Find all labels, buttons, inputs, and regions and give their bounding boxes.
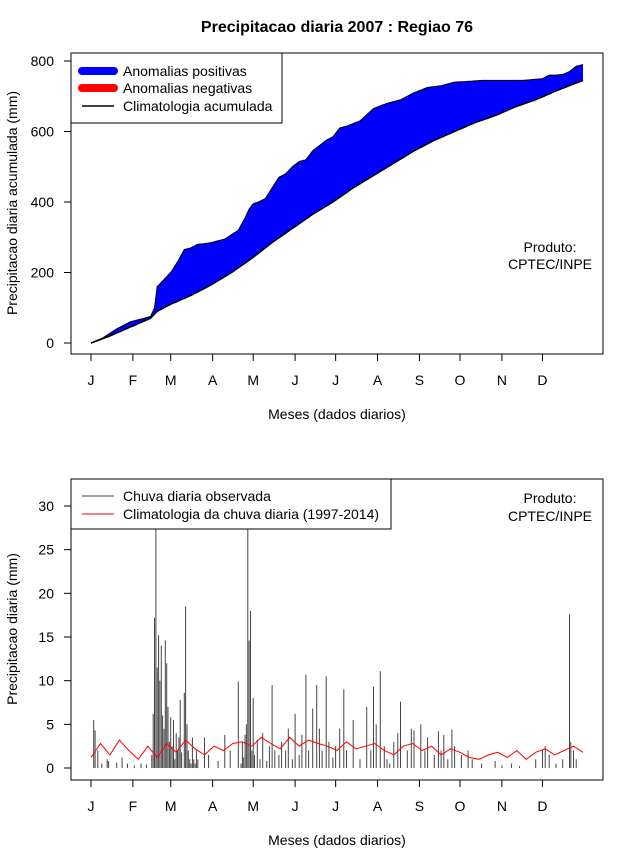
legend-label-climatology: Climatologia acumulada	[123, 98, 273, 114]
x-tick-label-top-7: A	[373, 372, 383, 388]
y-axis-label-top: Precipitacao diaria acumulada (mm)	[4, 91, 20, 315]
x-tick-label-top-5: J	[292, 372, 299, 388]
cumulative-lines	[90, 64, 584, 344]
x-tick-label-top-4: M	[247, 372, 259, 388]
y-tick-label-bottom-2: 10	[38, 673, 54, 689]
legend-label-climatology-daily: Climatologia da chuva diaria (1997-2014)	[123, 506, 379, 522]
x-tick-label-top-11: D	[537, 372, 547, 388]
climatology-cumulative-line	[90, 79, 584, 344]
x-tick-label-top-9: O	[455, 372, 466, 388]
daily-precipitation-chart: 0 5 10 15 20 25 30 J F M A M J J A S O N D Meses (dados d…	[4, 478, 604, 848]
annotation-line-1-top: Produto:	[524, 239, 577, 255]
x-tick-label-top-3: A	[208, 372, 218, 388]
observed-cumulative-line	[90, 64, 584, 344]
positive-anomaly-area-0	[91, 64, 583, 343]
x-axis-label-bottom: Meses (dados diarios)	[268, 832, 406, 848]
x-tick-label-bottom-3: A	[208, 798, 218, 814]
y-tick-label-top-4: 800	[31, 53, 55, 69]
x-tick-label-bottom-10: N	[497, 798, 507, 814]
x-tick-label-bottom-11: D	[537, 798, 547, 814]
annotation-line-1-bottom: Produto:	[524, 490, 577, 506]
y-tick-label-bottom-6: 30	[38, 498, 54, 514]
cumulative-precipitation-chart: 0 200 400 600 800 J F M A M J J A S O N D Meses (dados …	[4, 52, 604, 422]
x-tick-label-bottom-7: A	[373, 798, 383, 814]
x-tick-label-bottom-2: M	[165, 798, 177, 814]
annotation-line-2-top: CPTEC/INPE	[508, 256, 592, 272]
x-tick-label-top-6: J	[332, 372, 339, 388]
y-tick-label-top-0: 0	[46, 335, 54, 351]
x-tick-label-bottom-8: S	[415, 798, 424, 814]
anomaly-fills	[91, 64, 583, 343]
annotation-line-2-bottom: CPTEC/INPE	[508, 508, 592, 524]
y-tick-label-bottom-1: 5	[46, 716, 54, 732]
legend-top: Anomalias positivas Anomalias negativas …	[70, 52, 283, 124]
y-axis-label-bottom: Precipitacao diaria (mm)	[4, 553, 20, 705]
x-tick-label-bottom-6: J	[332, 798, 339, 814]
x-tick-label-bottom-1: F	[129, 798, 138, 814]
y-tick-label-bottom-5: 25	[38, 542, 54, 558]
x-tick-label-bottom-9: O	[455, 798, 466, 814]
x-tick-label-bottom-5: J	[292, 798, 299, 814]
legend-label-observed: Chuva diaria observada	[123, 488, 271, 504]
legend-label-negative: Anomalias negativas	[123, 80, 252, 96]
y-axis-bottom: 0 5 10 15 20 25 30	[38, 498, 72, 776]
y-tick-label-bottom-0: 0	[46, 760, 54, 776]
legend-label-positive: Anomalias positivas	[123, 63, 247, 79]
x-tick-label-top-10: N	[497, 372, 507, 388]
x-tick-label-top-0: J	[88, 372, 95, 388]
x-tick-label-bottom-0: J	[88, 798, 95, 814]
legend-bottom: Chuva diaria observada Climatologia da c…	[70, 478, 392, 530]
y-tick-label-bottom-3: 15	[38, 629, 54, 645]
x-axis-label-top: Meses (dados diarios)	[268, 406, 406, 422]
climatology-daily-line	[90, 736, 584, 761]
y-tick-label-top-3: 600	[31, 124, 55, 140]
y-tick-label-top-2: 400	[31, 194, 55, 210]
legend-box-bottom	[70, 478, 392, 530]
x-tick-label-top-2: M	[165, 372, 177, 388]
y-tick-label-bottom-4: 20	[38, 585, 54, 601]
x-tick-label-bottom-4: M	[247, 798, 259, 814]
y-tick-label-top-1: 200	[31, 265, 55, 281]
figure-title: Precipitacao diaria 2007 : Regiao 76	[201, 19, 473, 36]
observed-daily-bars	[93, 488, 577, 768]
x-tick-label-top-1: F	[129, 372, 138, 388]
x-tick-label-top-8: S	[415, 372, 424, 388]
climatology-daily-line	[90, 736, 584, 761]
